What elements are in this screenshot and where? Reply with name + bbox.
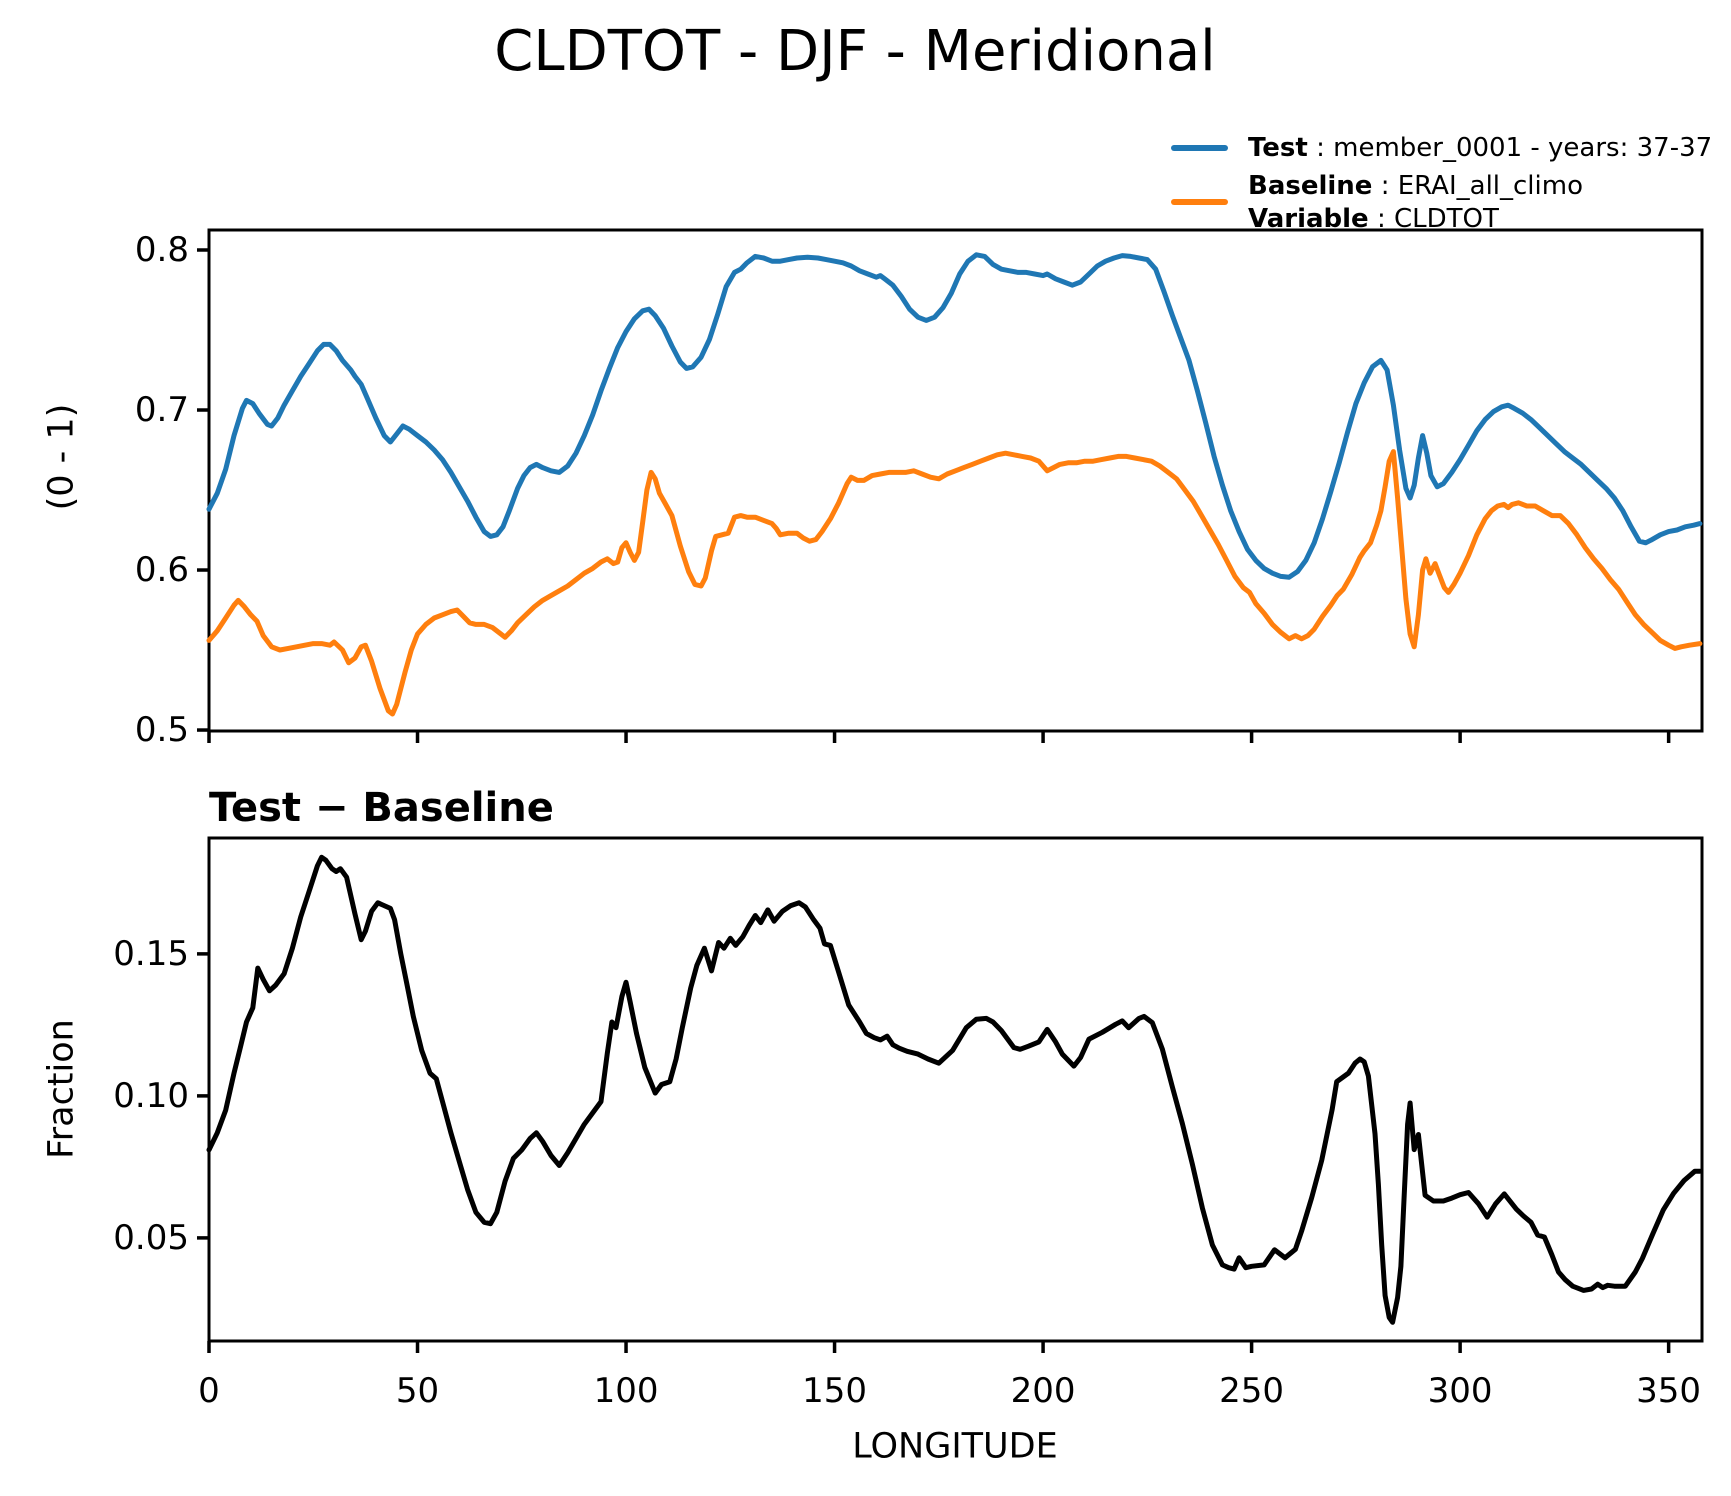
legend-baseline-label: Baseline [1248, 171, 1373, 201]
series-test-baseline [206, 854, 1703, 1325]
y-tick-label: 0.7 [134, 390, 189, 430]
bottom-panel-title: Test − Baseline [209, 785, 554, 831]
legend-baseline-rest: : ERAI_all_climo [1372, 171, 1583, 201]
legend-test-rest: : member_0001 - years: 37-37 [1307, 133, 1713, 163]
series-baseline [206, 449, 1703, 717]
legend-test-label: Test [1248, 133, 1308, 163]
series-test [206, 252, 1703, 580]
legend-baseline-text: Baseline : ERAI_all_climo [1248, 171, 1583, 201]
x-tick-label: 100 [593, 1371, 659, 1411]
legend-variable-rest: : CLDTOT [1368, 204, 1499, 234]
x-tick-label: 150 [802, 1371, 867, 1411]
chart-title: CLDTOT - DJF - Meridional [494, 19, 1216, 84]
baseline-line-swatch [1171, 199, 1228, 205]
y-tick-label: 0.15 [113, 933, 189, 974]
legend-test-text: Test : member_0001 - years: 37-37 [1248, 133, 1712, 163]
y-tick-label: 0.6 [134, 550, 189, 591]
x-tick-label: 300 [1427, 1371, 1493, 1411]
panel-frame [207, 836, 1704, 1343]
y-tick-label: 0.10 [113, 1075, 189, 1116]
panel-frame [207, 228, 1704, 733]
x-tick-label: 350 [1636, 1371, 1702, 1411]
x-tick-label: 0 [198, 1371, 220, 1411]
y-tick-label: 0.8 [134, 230, 189, 270]
x-tick-label: 200 [1010, 1371, 1076, 1411]
y-tick-label: 0.05 [113, 1217, 189, 1258]
x-tick-label: 50 [395, 1371, 440, 1411]
legend-variable-label: Variable [1248, 204, 1369, 234]
x-axis-label: LONGITUDE [852, 1426, 1058, 1467]
x-tick-label: 250 [1219, 1371, 1285, 1411]
bottom-panel-ylabel: Fraction [41, 1019, 82, 1159]
y-tick-label: 0.5 [134, 710, 189, 751]
test-line-swatch [1171, 145, 1228, 151]
top-panel-ylabel: (0 - 1) [41, 403, 82, 511]
legend-variable-text: Variable : CLDTOT [1248, 204, 1499, 234]
